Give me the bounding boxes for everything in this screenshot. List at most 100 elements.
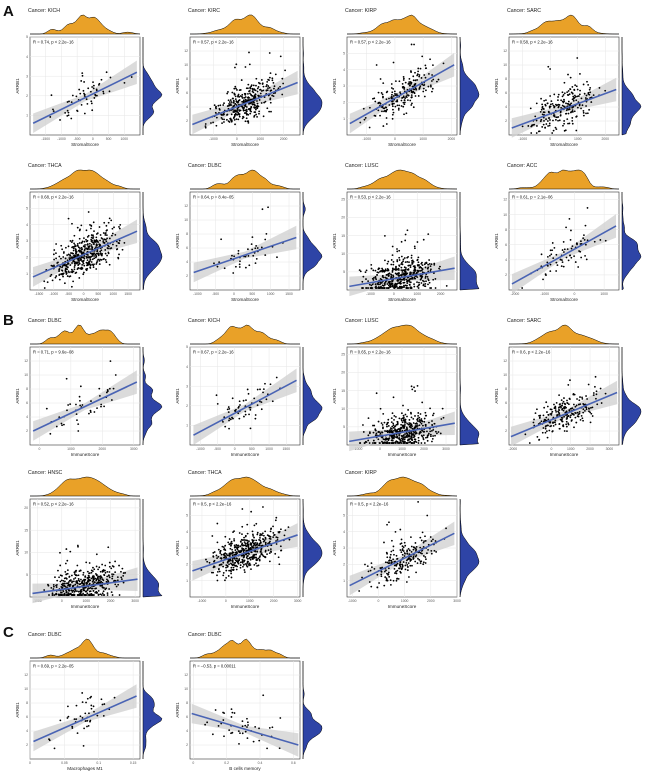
data-point: [552, 104, 555, 107]
data-point: [111, 232, 114, 235]
data-point: [408, 576, 410, 578]
data-point: [91, 263, 94, 266]
data-point: [108, 576, 111, 579]
data-point: [97, 568, 99, 571]
data-point: [401, 424, 404, 427]
data-point: [76, 226, 79, 229]
data-point: [92, 590, 95, 592]
data-point: [102, 240, 105, 243]
data-point: [407, 268, 410, 270]
data-point: [410, 435, 413, 437]
data-point: [368, 581, 371, 583]
data-point: [403, 279, 406, 281]
data-point: [60, 244, 63, 247]
y-axis-title: ARRB1: [175, 540, 180, 556]
x-tick-label: -1000: [196, 447, 205, 451]
data-point: [569, 379, 571, 382]
data-point: [549, 119, 551, 121]
data-point: [245, 544, 248, 547]
data-point: [572, 99, 575, 102]
data-point: [577, 266, 580, 268]
right-density: [621, 192, 642, 291]
data-point: [413, 272, 416, 274]
data-point: [431, 437, 434, 440]
data-point: [75, 413, 78, 416]
data-point: [575, 404, 578, 407]
data-point: [63, 423, 65, 426]
data-point: [228, 538, 231, 540]
data-point: [246, 532, 249, 535]
right-density: [459, 498, 480, 598]
data-point: [401, 278, 404, 281]
data-point: [416, 384, 419, 387]
data-point: [235, 101, 238, 103]
data-point: [406, 256, 409, 259]
data-point: [232, 111, 235, 113]
data-point: [562, 124, 564, 127]
data-point: [124, 571, 127, 574]
data-point: [429, 430, 432, 433]
data-point: [425, 558, 427, 561]
data-point: [383, 287, 386, 289]
data-point: [401, 263, 404, 266]
data-point: [551, 242, 554, 244]
data-point: [591, 415, 594, 417]
data-point: [77, 577, 80, 580]
data-point: [228, 427, 230, 430]
data-point: [251, 545, 253, 548]
data-point: [88, 576, 91, 579]
data-point: [74, 583, 77, 586]
data-point: [408, 84, 411, 87]
cancer-title: Cancer: LUSC: [345, 163, 379, 169]
data-point: [566, 118, 569, 121]
cancer-title: Cancer: KICH: [188, 318, 220, 324]
data-point: [60, 422, 63, 425]
data-point: [581, 397, 584, 400]
data-point: [414, 432, 417, 435]
data-point: [110, 567, 113, 570]
data-point: [384, 282, 386, 284]
data-point: [81, 248, 84, 251]
data-point: [382, 125, 385, 127]
data-point: [95, 94, 98, 97]
data-point: [222, 561, 225, 564]
data-point: [539, 120, 542, 123]
data-point: [557, 103, 560, 106]
data-point: [412, 558, 415, 560]
data-point: [584, 243, 587, 246]
data-point: [404, 261, 407, 264]
data-point: [73, 234, 76, 237]
data-point: [258, 538, 261, 541]
data-point: [262, 534, 265, 537]
data-point: [411, 259, 413, 262]
data-point: [547, 65, 550, 68]
data-point: [424, 76, 427, 79]
data-point: [81, 582, 84, 585]
data-point: [80, 103, 83, 106]
data-point: [579, 396, 581, 398]
data-point: [251, 557, 254, 560]
data-point: [239, 550, 242, 553]
data-point: [243, 571, 246, 574]
data-point: [398, 285, 401, 288]
data-point: [90, 100, 93, 103]
data-point: [101, 592, 104, 595]
data-point: [231, 548, 233, 551]
data-point: [228, 563, 230, 566]
data-point: [574, 416, 577, 419]
data-point: [59, 265, 62, 268]
data-point: [407, 439, 409, 442]
data-point: [93, 411, 96, 413]
data-point: [258, 112, 260, 115]
right-density: [142, 192, 163, 291]
data-point: [115, 244, 118, 247]
data-point: [374, 429, 377, 431]
data-point: [229, 559, 232, 562]
data-point: [590, 412, 593, 415]
data-point: [61, 594, 64, 596]
data-point: [65, 591, 68, 594]
data-point: [397, 287, 400, 289]
data-point: [82, 744, 85, 747]
data-point: [73, 245, 76, 248]
data-point: [567, 259, 570, 262]
